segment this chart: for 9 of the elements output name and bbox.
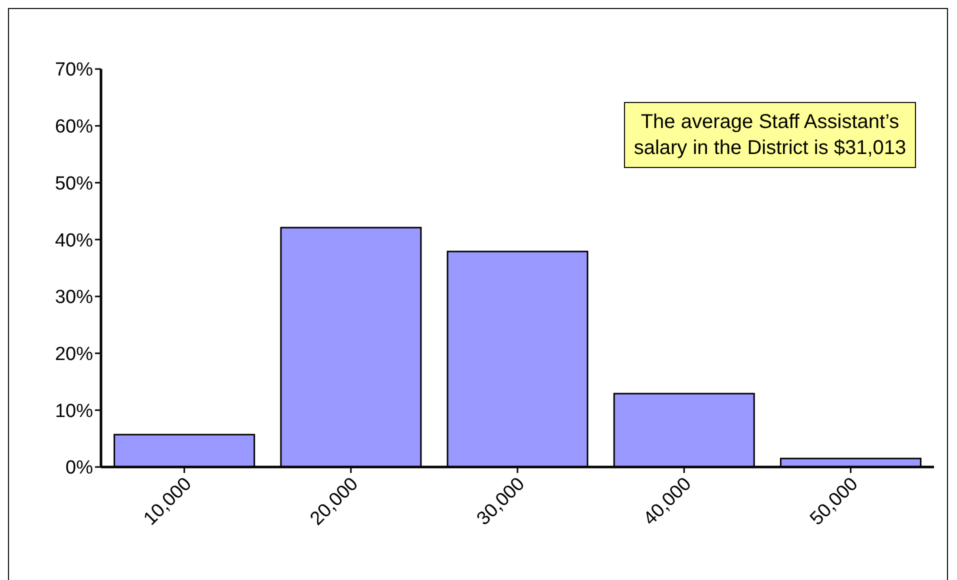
y-tick-label: 50% bbox=[54, 173, 94, 194]
y-tick-label: 30% bbox=[54, 287, 94, 308]
y-tick-label: 0% bbox=[66, 458, 94, 479]
annotation: The average Staff Assistant’s salary in the District is $31,013 bbox=[624, 102, 916, 168]
y-tick-label: 10% bbox=[54, 400, 94, 422]
y-tick-label: 70% bbox=[54, 60, 94, 81]
y-tick-label: 20% bbox=[54, 344, 94, 366]
y-tick-label: 40% bbox=[54, 230, 94, 252]
y-tick-label: 60% bbox=[54, 116, 94, 138]
